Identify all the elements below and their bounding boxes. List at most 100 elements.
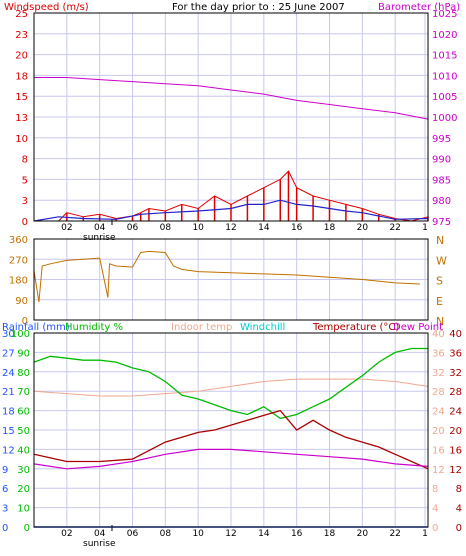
panel-frames	[33, 12, 429, 528]
indoor-y-tick: 36	[432, 348, 445, 359]
x-tick-label-bottom: 20	[357, 529, 369, 539]
wind-y-tick: 25	[15, 9, 28, 20]
direction-panel-frame	[33, 238, 429, 321]
x-tick-label-top: 1	[422, 223, 428, 233]
x-tick-label-top: 14	[258, 223, 270, 233]
rain-y-tick: 27	[2, 348, 15, 359]
legend-indoor-temp: Indoor temp	[171, 322, 232, 333]
wind-y-tick: 5	[22, 175, 28, 186]
indoor-temp-line	[33, 378, 429, 397]
humidity-y-tick: 90	[17, 348, 30, 359]
humidity-y-tick: 70	[17, 387, 30, 398]
barometer-y-tick: 1005	[432, 92, 457, 103]
temp-y-tick: 16	[449, 445, 462, 456]
compass-tick: E	[436, 295, 443, 308]
indoor-y-tick: 24	[432, 407, 445, 418]
indoor-y-tick: 16	[432, 445, 445, 456]
humidity-line	[33, 347, 428, 420]
temperature-line	[33, 409, 429, 470]
compass-tick: N	[436, 315, 444, 328]
barometer-label: Barometer (hPa)	[378, 2, 460, 13]
barometer-line	[34, 77, 429, 120]
indoor-y-tick: 28	[432, 387, 445, 398]
temp-y-tick: 24	[449, 407, 462, 418]
temp-y-tick: 4	[456, 504, 462, 515]
x-tick-label-bottom: 1	[422, 529, 428, 539]
x-tick-label-bottom: 06	[127, 529, 139, 539]
humidity-y-tick: 100	[11, 329, 30, 340]
wind-y-tick: 18	[15, 71, 28, 82]
page-title: For the day prior to : 25 June 2007	[172, 2, 345, 13]
sunrise-label-bottom: sunrise	[83, 539, 116, 549]
barometer-y-tick: 1000	[432, 113, 457, 124]
compass-tick: S	[436, 275, 443, 288]
legend-dew-point: Dew Point	[393, 322, 443, 333]
indoor-y-tick: 20	[432, 426, 445, 437]
humidity-y-tick: 30	[17, 465, 30, 476]
rain-y-tick: 18	[2, 407, 15, 418]
wind-y-tick: 8	[22, 155, 28, 166]
x-tick-label-bottom: 18	[324, 529, 336, 539]
x-tick-label-bottom: 04	[94, 529, 106, 539]
x-tick-label-top: 02	[61, 223, 72, 233]
wind-y-tick: 0	[22, 217, 28, 228]
indoor-y-tick: 4	[432, 504, 438, 515]
windspeed-line	[34, 170, 429, 222]
humidity-y-tick: 20	[17, 484, 30, 495]
direction-y-tick: 180	[9, 276, 28, 287]
rain-y-tick: 30	[2, 329, 15, 340]
weather-panel-frame	[33, 332, 429, 528]
x-tick-label-top: 06	[127, 223, 139, 233]
indoor-y-tick: 0	[432, 523, 438, 534]
barometer-y-tick: 1015	[432, 51, 457, 62]
wind-y-tick: 23	[15, 30, 28, 41]
x-tick-label-top: 08	[160, 223, 172, 233]
x-tick-label-bottom: 16	[291, 529, 303, 539]
x-tick-label-bottom: 12	[225, 529, 236, 539]
wind-y-tick: 13	[15, 113, 28, 124]
wind-y-tick: 20	[15, 51, 28, 62]
rain-y-tick: 3	[2, 504, 8, 515]
x-tick-label-top: 20	[357, 223, 369, 233]
indoor-y-tick: 8	[432, 484, 438, 495]
rain-y-tick: 21	[2, 387, 15, 398]
x-tick-label-top: 10	[192, 223, 204, 233]
barometer-y-tick: 1025	[432, 9, 457, 20]
gust-line	[33, 199, 429, 222]
direction-y-tick: 360	[9, 235, 28, 246]
rain-y-tick: 9	[2, 465, 8, 476]
axis-labels: 0202040406060808101012121414161618182020…	[2, 9, 462, 539]
wind-y-tick: 10	[15, 134, 28, 145]
rain-y-tick: 24	[2, 368, 15, 379]
barometer-y-tick: 985	[432, 175, 451, 186]
compass-tick: N	[436, 234, 444, 247]
barometer-y-tick: 1020	[432, 30, 457, 41]
direction-line	[33, 250, 420, 303]
legend-humidity: Humidity %	[65, 322, 123, 333]
temp-y-tick: 20	[449, 426, 462, 437]
wind-y-tick: 3	[22, 196, 28, 207]
grid-layer	[34, 12, 428, 531]
compass-tick: W	[436, 254, 447, 267]
x-tick-label-bottom: 10	[192, 529, 204, 539]
barometer-y-tick: 975	[432, 217, 451, 228]
humidity-y-tick: 60	[17, 407, 30, 418]
x-tick-label-top: 12	[225, 223, 236, 233]
rain-y-tick: 0	[2, 523, 8, 534]
indoor-y-tick: 40	[432, 329, 445, 340]
humidity-y-tick: 10	[17, 504, 30, 515]
x-tick-label-bottom: 14	[258, 529, 270, 539]
humidity-y-tick: 40	[17, 445, 30, 456]
temp-y-tick: 36	[449, 348, 462, 359]
wind-y-tick: 15	[15, 92, 28, 103]
humidity-y-tick: 0	[24, 523, 30, 534]
sunrise-label-top: sunrise	[83, 233, 116, 243]
rain-y-tick: 15	[2, 426, 15, 437]
indoor-y-tick: 32	[432, 368, 445, 379]
x-tick-label-bottom: 22	[389, 529, 400, 539]
windspeed-label: Windspeed (m/s)	[4, 2, 89, 13]
x-tick-label-bottom: 02	[61, 529, 72, 539]
barometer-y-tick: 990	[432, 155, 451, 166]
humidity-y-tick: 80	[17, 368, 30, 379]
